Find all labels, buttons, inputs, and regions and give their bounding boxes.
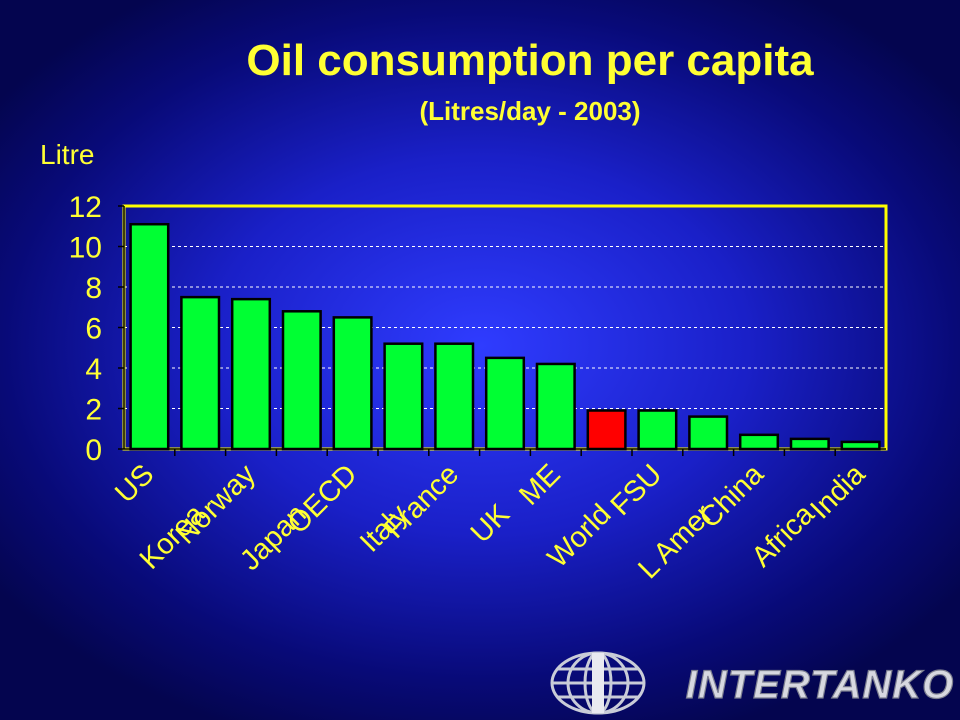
y-tick-label: 2 xyxy=(85,394,102,427)
bar-me xyxy=(535,362,576,451)
bar-india xyxy=(840,440,881,451)
bar-china xyxy=(738,433,780,451)
globe-icon xyxy=(550,651,646,715)
y-axis-ticks xyxy=(118,205,125,450)
bar-world xyxy=(586,409,627,451)
x-tick-label: US xyxy=(109,458,160,509)
y-tick-label: 8 xyxy=(85,272,102,305)
intertanko-logo: INTERTANKO xyxy=(550,651,955,715)
x-tick-label: ME xyxy=(513,458,566,511)
x-tick-label: UK xyxy=(465,498,517,550)
x-tick-label: FSU xyxy=(605,458,669,522)
y-tick-label: 10 xyxy=(69,232,102,265)
bar-france xyxy=(434,342,475,451)
bar-norway xyxy=(230,297,272,451)
y-axis-title: Litre xyxy=(40,139,94,170)
x-tick-label: World xyxy=(542,498,618,574)
y-tick-label: 4 xyxy=(85,353,102,386)
x-tick-label: OECD xyxy=(282,458,364,540)
y-axis-labels: 0 2 4 6 8 10 12 xyxy=(69,191,102,467)
bar-oecd xyxy=(332,316,373,451)
bar-africa xyxy=(789,437,830,451)
y-tick-label: 0 xyxy=(85,434,102,467)
bar-us xyxy=(129,222,170,451)
y-tick-label: 12 xyxy=(69,191,102,224)
bar-l-amer xyxy=(688,415,729,451)
bar-korea xyxy=(180,295,221,451)
y-tick-label: 6 xyxy=(85,313,102,346)
bar-uk xyxy=(484,356,526,451)
bar-italy xyxy=(383,342,424,451)
x-axis-ticks xyxy=(124,448,886,456)
chart-subtitle: (Litres/day - 2003) xyxy=(419,96,641,126)
chart-title: Oil consumption per capita xyxy=(246,36,814,85)
bar-fsu xyxy=(637,409,678,451)
bars xyxy=(129,222,881,451)
bar-japan xyxy=(281,310,322,451)
x-tick-label: China xyxy=(694,458,771,535)
logo-text: INTERTANKO xyxy=(686,663,955,707)
